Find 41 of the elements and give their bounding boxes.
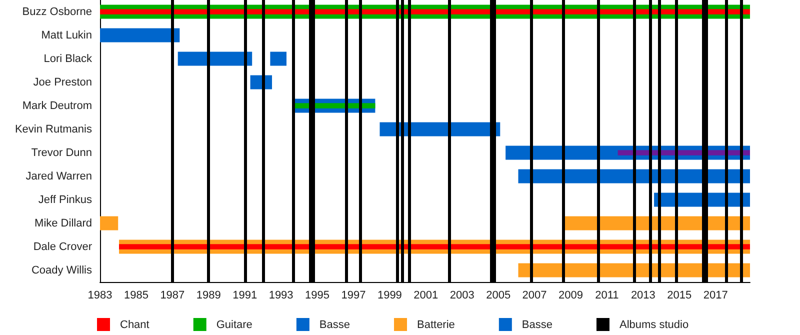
legend-label: Basse bbox=[319, 319, 350, 331]
y-tick-label: Lori Black bbox=[44, 52, 92, 65]
x-tick-label: 1985 bbox=[124, 290, 148, 302]
x-tick-label: 2011 bbox=[595, 290, 619, 302]
y-tick-label: Jared Warren bbox=[26, 170, 92, 182]
legend-label: Guitare bbox=[216, 319, 252, 331]
x-tick-label: 2013 bbox=[630, 290, 656, 302]
legend-label: Batterie bbox=[417, 319, 455, 331]
bar bbox=[178, 52, 252, 66]
x-tick-label: 2007 bbox=[522, 290, 547, 302]
x-tick-label: 1997 bbox=[341, 290, 366, 302]
y-tick-label: Jeff Pinkus bbox=[38, 194, 92, 206]
x-tick-label: 1989 bbox=[196, 290, 221, 302]
y-tick-label: Joe Preston bbox=[33, 76, 92, 88]
y-tick-label: Mike Dillard bbox=[34, 217, 92, 230]
y-tick-label: Coady Willis bbox=[31, 264, 92, 276]
y-tick-label: Kevin Rutmanis bbox=[14, 123, 92, 136]
x-tick-label: 2003 bbox=[450, 290, 474, 302]
x-tick-label: 1991 bbox=[232, 290, 258, 302]
x-tick-label: 2017 bbox=[703, 290, 728, 302]
bar bbox=[270, 52, 286, 66]
y-tick-label: Dale Crover bbox=[33, 240, 92, 253]
x-tick-label: 2001 bbox=[414, 290, 438, 302]
bar bbox=[119, 244, 750, 250]
y-tick-label: Matt Lukin bbox=[41, 29, 92, 42]
x-tick-label: 1995 bbox=[305, 290, 330, 302]
x-tick-label: 1993 bbox=[268, 290, 294, 302]
x-tick-label: 2015 bbox=[667, 290, 692, 302]
x-tick-label: 1999 bbox=[377, 290, 402, 302]
y-tick-label: Mark Deutrom bbox=[22, 100, 92, 112]
bar bbox=[100, 216, 118, 230]
y-tick-label: Trevor Dunn bbox=[31, 146, 92, 159]
x-tick-label: 1987 bbox=[160, 290, 185, 302]
x-tick-label: 2009 bbox=[558, 290, 583, 302]
x-tick-label: 2005 bbox=[486, 290, 511, 302]
x-tick-label: 1983 bbox=[88, 290, 112, 302]
legend-label: Basse bbox=[522, 319, 552, 331]
bar bbox=[100, 28, 180, 42]
legend-label: Albums studio bbox=[619, 319, 689, 331]
legend-label: Chant bbox=[120, 319, 150, 331]
y-tick-label: Buzz Osborne bbox=[22, 6, 92, 18]
